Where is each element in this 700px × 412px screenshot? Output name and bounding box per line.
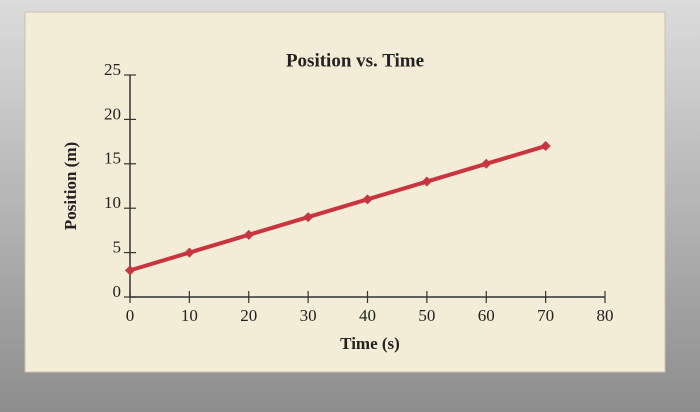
x-tick-label: 60: [478, 306, 495, 325]
x-tick-label: 30: [300, 306, 317, 325]
data-point: [243, 229, 254, 240]
x-tick-label: 40: [359, 306, 376, 325]
y-axis-label: Position (m): [61, 142, 80, 230]
y-tick-label: 15: [104, 149, 121, 168]
x-tick-label: 0: [126, 306, 135, 325]
data-point: [421, 176, 432, 187]
data-point: [362, 194, 373, 205]
data-line: [129, 144, 547, 273]
x-tick-label: 80: [597, 306, 614, 325]
x-tick-label: 20: [240, 306, 257, 325]
y-tick-label: 0: [113, 282, 122, 301]
data-point: [540, 141, 551, 152]
x-axis-label: Time (s): [340, 334, 400, 353]
x-tick-label: 10: [181, 306, 198, 325]
y-tick-label: 20: [104, 104, 121, 123]
y-tick-label: 5: [113, 238, 122, 257]
data-point: [303, 212, 314, 223]
chart-panel: [24, 11, 666, 373]
data-point: [184, 247, 195, 258]
x-tick-label: 50: [418, 306, 435, 325]
chart-title: Position vs. Time: [286, 50, 424, 71]
data-point: [481, 158, 492, 169]
y-tick-label: 10: [104, 193, 121, 212]
x-tick-label: 70: [537, 306, 554, 325]
data-point: [125, 265, 135, 276]
y-tick-label: 25: [104, 60, 121, 79]
